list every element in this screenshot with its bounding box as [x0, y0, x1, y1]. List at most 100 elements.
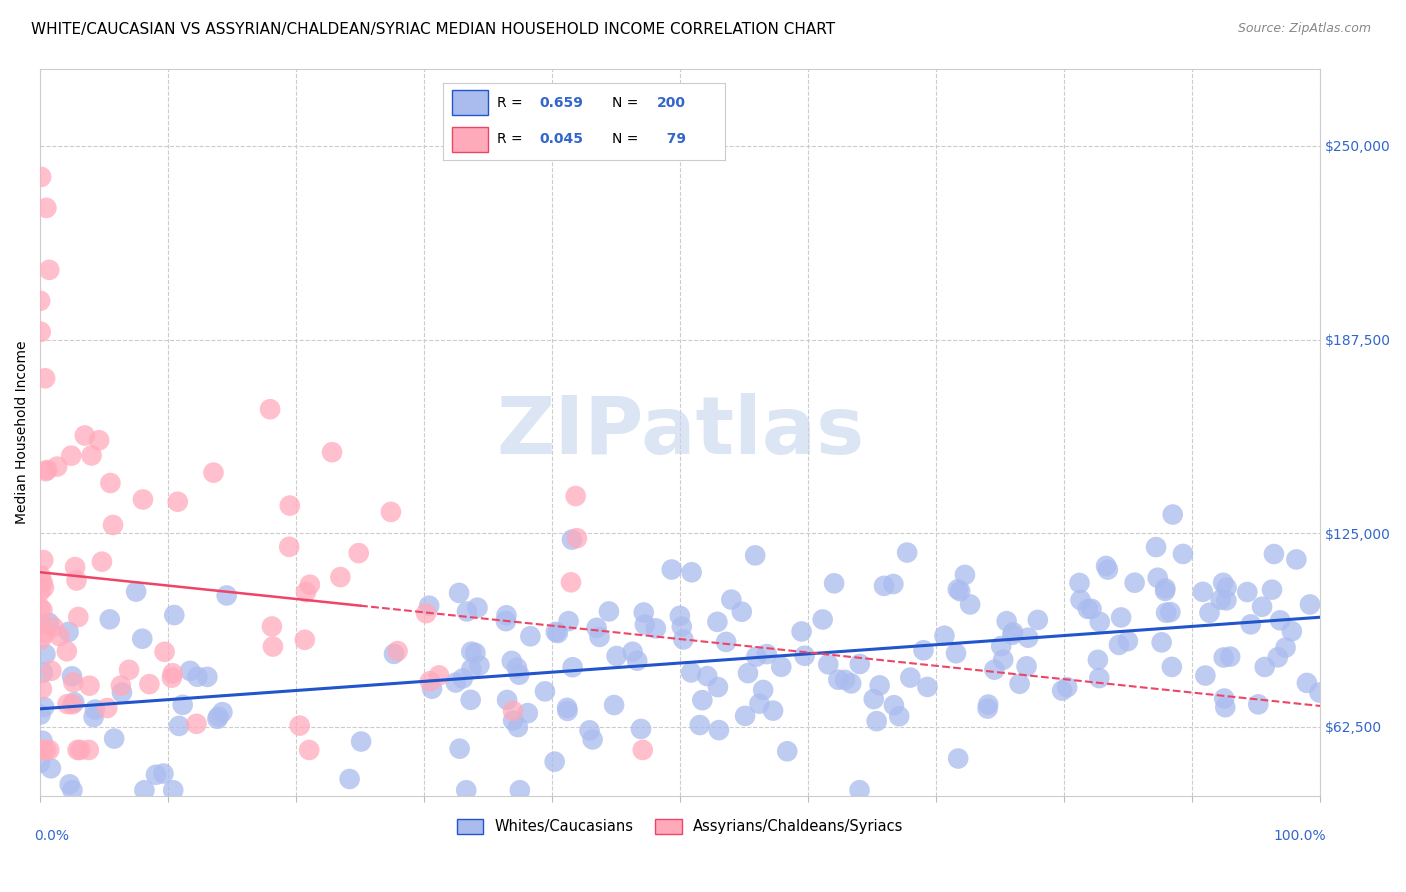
Text: 0.0%: 0.0% — [34, 830, 69, 843]
Point — [179, 664, 201, 678]
Point — [752, 683, 775, 698]
Point — [118, 663, 141, 677]
Point — [720, 592, 742, 607]
Point — [827, 673, 849, 687]
Point — [1236, 585, 1258, 599]
Point — [714, 635, 737, 649]
Point — [1191, 585, 1213, 599]
Point — [35, 464, 58, 478]
Point — [707, 680, 730, 694]
Point — [564, 489, 586, 503]
Point — [46, 459, 69, 474]
Point — [35, 743, 58, 757]
Point — [696, 669, 718, 683]
Point — [519, 629, 541, 643]
Point — [630, 722, 652, 736]
Point — [1247, 698, 1270, 712]
Point — [598, 604, 620, 618]
Point — [172, 698, 194, 712]
Point — [65, 574, 87, 588]
Point — [496, 693, 519, 707]
Point — [866, 714, 889, 728]
Point — [387, 644, 409, 658]
Point — [111, 685, 134, 699]
Point — [30, 600, 52, 615]
Point — [1154, 582, 1177, 596]
Point — [63, 695, 86, 709]
Point — [1080, 602, 1102, 616]
Point — [30, 293, 52, 308]
Point — [1209, 592, 1232, 607]
Point — [849, 657, 872, 671]
Point — [38, 743, 60, 757]
Point — [132, 492, 155, 507]
Point — [793, 648, 815, 663]
Point — [96, 701, 118, 715]
Point — [91, 555, 114, 569]
Point — [1002, 625, 1025, 640]
Point — [912, 643, 935, 657]
Point — [160, 671, 183, 685]
Point — [31, 603, 53, 617]
Point — [621, 645, 644, 659]
Point — [31, 733, 53, 747]
Point — [58, 624, 80, 639]
Point — [259, 402, 281, 417]
Point — [1116, 634, 1139, 648]
Point — [495, 614, 517, 628]
Point — [69, 743, 91, 757]
Point — [811, 612, 834, 626]
Point — [288, 718, 311, 732]
Point — [101, 518, 124, 533]
Point — [32, 581, 55, 595]
Point — [1251, 599, 1274, 614]
Point — [202, 466, 225, 480]
Point — [32, 553, 55, 567]
Point — [418, 599, 440, 613]
Point — [1109, 610, 1132, 624]
Point — [509, 783, 531, 797]
Point — [103, 731, 125, 746]
Point — [1015, 659, 1038, 673]
Point — [707, 723, 730, 737]
Point — [415, 606, 437, 620]
Point — [211, 705, 233, 719]
Y-axis label: Median Household Income: Median Household Income — [15, 341, 30, 524]
Point — [502, 704, 524, 718]
Point — [976, 701, 998, 715]
Point — [83, 710, 105, 724]
Point — [755, 647, 778, 661]
Point — [207, 709, 229, 723]
Point — [60, 698, 83, 712]
Point — [42, 620, 65, 634]
Point — [737, 666, 759, 681]
Point — [983, 663, 1005, 677]
Point — [38, 615, 60, 630]
Point — [56, 644, 79, 658]
Point — [1056, 680, 1078, 694]
Point — [706, 615, 728, 629]
Point — [460, 662, 482, 676]
Point — [534, 684, 557, 698]
Point — [745, 649, 768, 664]
Point — [62, 783, 84, 797]
Point — [60, 669, 83, 683]
Point — [1267, 650, 1289, 665]
Point — [464, 646, 486, 660]
Point — [145, 768, 167, 782]
Point — [644, 621, 666, 635]
Point — [1001, 628, 1024, 642]
Point — [456, 604, 478, 618]
Point — [98, 612, 121, 626]
Point — [1050, 683, 1073, 698]
Point — [1095, 558, 1118, 573]
Point — [1194, 668, 1216, 682]
Point — [949, 584, 972, 599]
Point — [948, 751, 970, 765]
Point — [62, 675, 84, 690]
Point — [294, 632, 316, 647]
Point — [298, 577, 321, 591]
Point — [30, 756, 52, 770]
Point — [460, 645, 482, 659]
Point — [1171, 547, 1194, 561]
